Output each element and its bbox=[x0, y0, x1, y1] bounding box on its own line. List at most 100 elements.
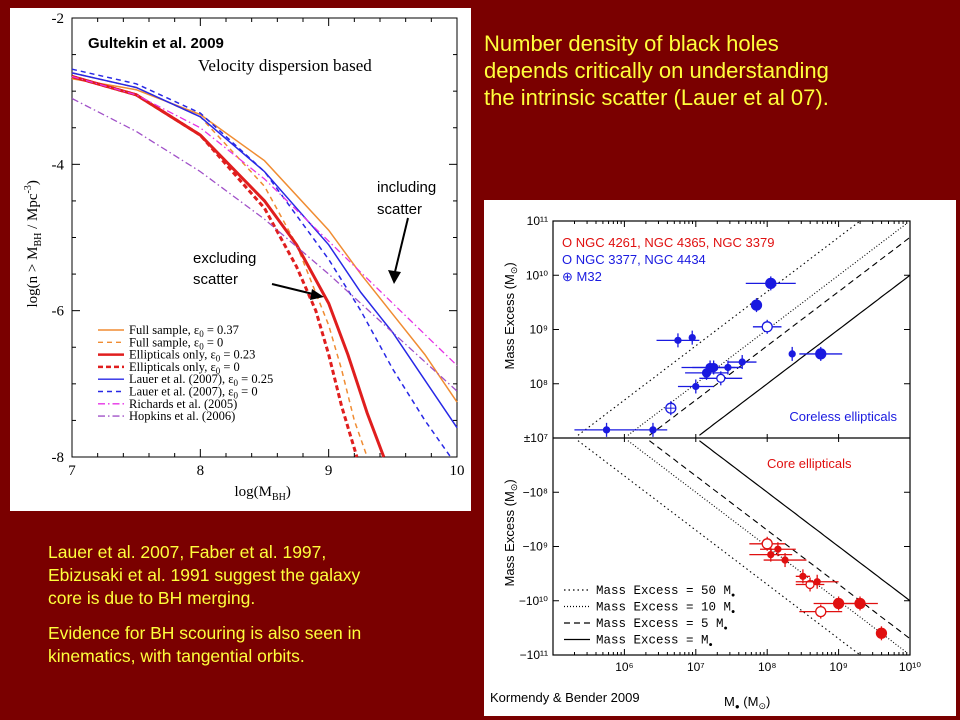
legend-entry-name: Ellipticals only, ε bbox=[129, 348, 216, 362]
y-axis-label-main: Mass Excess (M bbox=[502, 274, 517, 369]
x-axis-label-unit-sub: ⊙ bbox=[758, 701, 766, 711]
legend-entry: Mass Excess = 10 M● bbox=[596, 601, 735, 617]
x-axis-label: log(MBH) bbox=[235, 484, 291, 503]
mass-excess-line bbox=[649, 440, 911, 640]
x-tick-label: 8 bbox=[197, 463, 205, 479]
legend-entry-sub: 0 bbox=[216, 354, 221, 364]
series-line bbox=[71, 68, 452, 458]
legend-entry-sub: 0 bbox=[216, 366, 221, 376]
annotation-text: excluding bbox=[193, 250, 256, 267]
data-point bbox=[774, 545, 782, 553]
legend-entry-value: = 0 bbox=[204, 335, 224, 349]
legend-entry-sub: 0 bbox=[199, 329, 204, 339]
mass-excess-line bbox=[577, 440, 861, 656]
body-text: Lauer et al. 2007, Faber et al. 1997, Eb… bbox=[48, 541, 478, 668]
annotation-text: scatter bbox=[377, 201, 422, 218]
region-label: Coreless ellipticals bbox=[789, 409, 897, 424]
legend-entry-name: Lauer et al. (2007), ε bbox=[129, 385, 234, 399]
legend-entry-sub: ● bbox=[709, 642, 713, 650]
legend-entry: Mass Excess = M● bbox=[596, 634, 713, 650]
x-axis-label-unit: (M bbox=[740, 694, 759, 709]
data-point bbox=[750, 299, 763, 311]
y-axis-label-end: ) bbox=[25, 180, 41, 185]
data-point bbox=[716, 373, 726, 383]
legend-entry-name: Full sample, ε bbox=[129, 323, 199, 337]
legend-entry-value: = 0 bbox=[220, 360, 240, 374]
y-tick-label: -8 bbox=[52, 450, 65, 466]
data-point bbox=[805, 579, 815, 590]
legend-entry-text: Mass Excess = 50 M bbox=[596, 584, 731, 598]
source-label: Kormendy & Bender 2009 bbox=[490, 690, 640, 705]
data-point bbox=[767, 550, 775, 559]
legend-entry: Ellipticals only, ε0 = 0.23 bbox=[129, 348, 255, 364]
y-tick-label: ±10⁷ bbox=[524, 431, 548, 445]
x-axis-label-main: log(M bbox=[235, 484, 273, 500]
legend-entry: Mass Excess = 5 M● bbox=[596, 617, 728, 633]
y-tick-label: -6 bbox=[52, 304, 65, 320]
mass-excess-line bbox=[699, 440, 911, 602]
y-tick-label: -2 bbox=[52, 11, 65, 27]
data-point bbox=[854, 597, 866, 610]
legend-entry-name: Ellipticals only, ε bbox=[129, 360, 216, 374]
annotation-arrow bbox=[393, 217, 409, 277]
data-point bbox=[692, 382, 700, 391]
headline-line: Number density of black holes bbox=[484, 31, 779, 56]
y-tick-label: −10⁸ bbox=[523, 485, 548, 499]
region-label: Core ellipticals bbox=[767, 456, 852, 471]
legend-entry-value: = 0.37 bbox=[204, 323, 239, 337]
legend-entry-sub: 0 bbox=[234, 391, 239, 401]
data-point bbox=[761, 321, 773, 333]
legend-entry: Hopkins et al. (2006) bbox=[129, 409, 235, 423]
x-tick-label: 7 bbox=[68, 463, 76, 479]
data-point bbox=[815, 348, 827, 360]
data-point bbox=[649, 426, 657, 434]
mass-excess-plot: 10¹¹ 10¹⁰ 10⁹ 10⁸ ±10⁷ −10⁸ −10⁹ −10¹⁰ −10¹¹ 10⁶ 1… bbox=[484, 200, 956, 716]
y-tick-label: 10¹¹ bbox=[527, 214, 548, 228]
legend-entry-name: Full sample, ε bbox=[129, 335, 199, 349]
legend-entry: O NGC 3377, NGC 4434 bbox=[562, 252, 706, 267]
headline-line: the intrinsic scatter (Lauer et al 07). bbox=[484, 85, 829, 110]
y-axis-label-lower: Mass Excess (M⊙) bbox=[502, 479, 519, 586]
data-point bbox=[815, 605, 827, 618]
x-tick-label: 10⁸ bbox=[758, 660, 776, 674]
legend-entry: Full sample, ε0 = 0 bbox=[129, 335, 223, 351]
annotation-arrowhead bbox=[388, 270, 401, 284]
mass-excess-line bbox=[577, 220, 861, 436]
y-axis-label-main: log(n > M bbox=[25, 247, 41, 308]
legend-entry: Ellipticals only, ε0 = 0 bbox=[129, 360, 240, 376]
data-point bbox=[724, 363, 732, 372]
y-axis-label-sub: BH bbox=[33, 233, 44, 247]
x-tick-label: 10⁷ bbox=[687, 660, 705, 674]
x-axis-label-main: M bbox=[724, 694, 735, 709]
data-point bbox=[781, 556, 789, 564]
legend-entry-value: = 0.25 bbox=[238, 372, 273, 386]
legend-entry-name: Lauer et al. (2007), ε bbox=[129, 372, 234, 386]
body-line: core is due to BH merging. bbox=[48, 588, 256, 608]
body-line: kinematics, with tangential orbits. bbox=[48, 646, 305, 666]
y-axis-label-mid: / Mpc bbox=[25, 193, 41, 233]
y-tick-label: -4 bbox=[52, 157, 65, 173]
legend-entry-value: = 0.23 bbox=[220, 348, 255, 362]
series-line bbox=[71, 75, 359, 458]
legend-entry: Mass Excess = 50 M● bbox=[596, 584, 735, 600]
legend-entry-value: = 0 bbox=[238, 385, 258, 399]
y-axis-label-sub: ⊙ bbox=[509, 267, 519, 275]
series-line bbox=[71, 75, 458, 366]
x-tick-label: 10¹⁰ bbox=[899, 660, 921, 674]
legend-entry-name: Hopkins et al. (2006) bbox=[129, 409, 235, 423]
y-axis-label-sub: ⊙ bbox=[509, 484, 519, 492]
source-label: Gultekin et al. 2009 bbox=[88, 35, 224, 52]
legend-entry: Lauer et al. (2007), ε0 = 0 bbox=[129, 385, 258, 401]
x-tick-label: 10 bbox=[450, 463, 465, 479]
y-tick-label: −10¹¹ bbox=[520, 648, 548, 662]
legend-entry: Richards et al. (2005) bbox=[129, 397, 237, 411]
legend-entry: Lauer et al. (2007), ε0 = 0.25 bbox=[129, 372, 273, 388]
annotation-arrowhead bbox=[310, 289, 324, 300]
data-point bbox=[761, 538, 773, 550]
x-axis-label-end: ) bbox=[286, 484, 291, 500]
chart-title: Velocity dispersion based bbox=[198, 56, 372, 75]
x-axis-label: M● (M⊙) bbox=[724, 694, 770, 711]
data-point bbox=[765, 277, 777, 290]
headline-line: depends critically on understanding bbox=[484, 58, 829, 83]
